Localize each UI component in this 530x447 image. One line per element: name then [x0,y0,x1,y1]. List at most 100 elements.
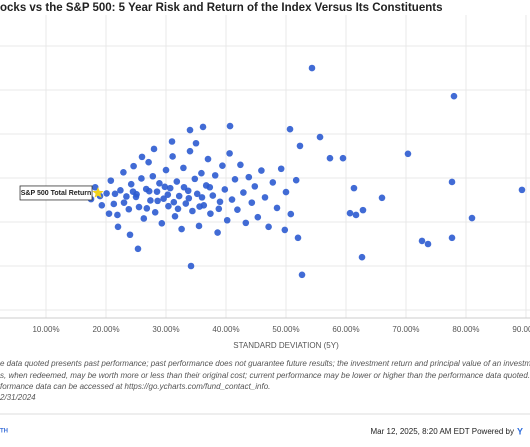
point [182,200,190,207]
point [125,205,133,213]
point [114,211,121,219]
point [258,167,265,174]
point [138,153,146,161]
point [120,199,128,206]
point [215,205,223,213]
point [130,162,137,170]
point [170,198,178,206]
disclaimer-line: s, when redeemed, may be worth more or l… [0,371,530,380]
point [140,215,148,222]
x-tick-label: 70.00% [392,325,419,334]
logo: Y [517,426,523,436]
point [138,175,145,182]
point [192,139,200,147]
point [298,271,306,279]
point [296,142,304,150]
disclaimer: e data quoted presents past performance;… [0,359,530,402]
point [114,223,122,231]
point [154,197,161,205]
point [273,204,281,212]
point [186,126,194,134]
highlight-star [92,187,104,198]
point [180,164,187,172]
point [269,179,277,186]
point [308,64,316,72]
point [261,194,269,201]
point [282,188,290,196]
point [198,194,206,201]
point [248,199,256,206]
x-tick-label: 10.00% [32,325,59,334]
point [199,123,207,131]
point [226,122,234,130]
point [207,210,214,217]
point [468,214,476,222]
point [281,226,289,234]
point [350,184,358,192]
highlight-label-box [19,185,93,201]
point [175,192,183,200]
point [166,184,174,192]
point [147,197,154,204]
x-tick-label: 90.00% [512,325,530,334]
point [117,187,124,194]
point [359,206,367,214]
point [174,205,182,213]
point [156,179,163,187]
x-axis-title: STANDARD DEVIATION (5Y) [233,341,339,350]
point [316,133,324,141]
point [134,245,142,253]
point [189,207,196,215]
point [196,203,203,210]
point [111,190,119,198]
point [206,183,214,191]
point [135,203,143,211]
point [326,154,334,162]
point [149,172,157,180]
point [286,125,294,133]
point [195,222,203,230]
point [231,176,239,183]
point [242,219,250,227]
point [277,165,285,173]
point [251,183,259,190]
x-tick-label: 30.00% [152,325,179,334]
point [287,210,295,218]
point [164,191,172,199]
point [110,200,118,208]
point [418,237,426,245]
point [234,206,241,213]
point [448,178,456,186]
point [180,183,188,191]
brand: TH [0,429,8,435]
point [448,234,456,242]
point [91,183,99,191]
disclaimer-line: e data quoted presents past performance;… [0,359,530,368]
point [450,92,458,100]
point [221,186,229,193]
point [143,205,151,212]
point [226,150,233,157]
point [150,145,158,153]
grid [0,15,530,318]
point [204,155,212,163]
point [178,225,185,233]
point [254,213,262,221]
point [187,262,195,270]
point [98,201,106,209]
point [126,231,134,239]
point [145,158,152,166]
point [198,169,205,177]
point [168,138,176,145]
point [185,194,193,202]
point [219,162,226,169]
disclaimer-date: 2/31/2024 [0,393,36,402]
point [211,172,219,179]
point [127,180,135,188]
point [169,153,176,160]
point [378,194,386,202]
point [162,166,170,174]
point [145,187,153,195]
point [358,253,366,261]
point [216,198,224,206]
